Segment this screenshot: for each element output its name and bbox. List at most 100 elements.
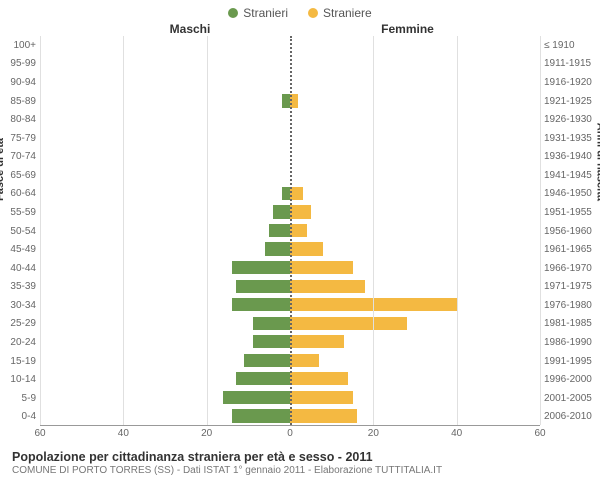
gridline [457, 36, 458, 425]
age-tick: 25-29 [0, 315, 40, 334]
birth-tick: 2006-2010 [540, 408, 600, 427]
legend-male-swatch [228, 8, 238, 18]
age-tick: 55-59 [0, 203, 40, 222]
header-female: Femmine [285, 22, 530, 36]
bar-male [253, 335, 291, 348]
age-tick: 60-64 [0, 185, 40, 204]
bar-male [232, 298, 290, 311]
birth-tick: 1911-1915 [540, 55, 600, 74]
column-headers: Maschi Femmine [0, 22, 600, 36]
age-tick: 75-79 [0, 129, 40, 148]
birth-tick: 1931-1935 [540, 129, 600, 148]
legend-female-swatch [308, 8, 318, 18]
age-tick: 0-4 [0, 408, 40, 427]
birth-tick: 1921-1925 [540, 92, 600, 111]
gridline [373, 36, 374, 425]
age-tick: 100+ [0, 36, 40, 55]
bar-female [290, 280, 365, 293]
age-tick: 90-94 [0, 73, 40, 92]
bar-male [265, 242, 290, 255]
yaxis-age: 100+95-9990-9485-8980-8475-7970-7465-696… [0, 36, 40, 426]
age-tick: 50-54 [0, 222, 40, 241]
legend-female: Straniere [308, 6, 372, 20]
birth-tick: 1956-1960 [540, 222, 600, 241]
bar-male [282, 187, 290, 200]
bar-male [269, 224, 290, 237]
gridline [123, 36, 124, 425]
birth-tick: 1936-1940 [540, 147, 600, 166]
yaxis-birth: ≤ 19101911-19151916-19201921-19251926-19… [540, 36, 600, 426]
age-tick: 15-19 [0, 352, 40, 371]
center-line [290, 36, 292, 425]
birth-tick: 1991-1995 [540, 352, 600, 371]
chart-footer: Popolazione per cittadinanza straniera p… [0, 444, 600, 476]
age-tick: 30-34 [0, 296, 40, 315]
age-tick: 5-9 [0, 389, 40, 408]
birth-tick: 1951-1955 [540, 203, 600, 222]
birth-tick: ≤ 1910 [540, 36, 600, 55]
birth-tick: 1926-1930 [540, 110, 600, 129]
x-tick: 20 [368, 428, 379, 439]
bar-female [290, 335, 344, 348]
age-tick: 20-24 [0, 333, 40, 352]
birth-tick: 1946-1950 [540, 185, 600, 204]
bar-female [290, 409, 357, 422]
bar-male [232, 261, 290, 274]
x-tick: 20 [201, 428, 212, 439]
bar-female [290, 317, 407, 330]
birth-tick: 1916-1920 [540, 73, 600, 92]
bar-female [290, 224, 307, 237]
birth-tick: 1986-1990 [540, 333, 600, 352]
x-tick: 0 [287, 428, 293, 439]
birth-tick: 1961-1965 [540, 240, 600, 259]
gridline [207, 36, 208, 425]
birth-tick: 1981-1985 [540, 315, 600, 334]
yaxis-title-right: Anni di nascita [594, 123, 600, 201]
xaxis: 6040200204060 [40, 426, 540, 444]
age-tick: 70-74 [0, 147, 40, 166]
bar-male [236, 372, 290, 385]
bar-male [273, 205, 290, 218]
legend-male-label: Stranieri [243, 6, 288, 20]
birth-tick: 1966-1970 [540, 259, 600, 278]
age-tick: 40-44 [0, 259, 40, 278]
bar-male [253, 317, 291, 330]
x-tick: 60 [534, 428, 545, 439]
header-male: Maschi [40, 22, 285, 36]
legend-female-label: Straniere [323, 6, 372, 20]
gridline [540, 36, 541, 425]
age-tick: 10-14 [0, 370, 40, 389]
bar-male [282, 94, 290, 107]
birth-tick: 1996-2000 [540, 370, 600, 389]
bar-female [290, 242, 323, 255]
birth-tick: 1971-1975 [540, 278, 600, 297]
age-tick: 95-99 [0, 55, 40, 74]
age-tick: 65-69 [0, 166, 40, 185]
legend-male: Stranieri [228, 6, 288, 20]
bar-female [290, 205, 311, 218]
bar-female [290, 354, 319, 367]
bar-male [223, 391, 290, 404]
bar-male [232, 409, 290, 422]
bar-male [236, 280, 290, 293]
age-tick: 85-89 [0, 92, 40, 111]
birth-tick: 1976-1980 [540, 296, 600, 315]
birth-tick: 1941-1945 [540, 166, 600, 185]
age-tick: 80-84 [0, 110, 40, 129]
age-tick: 45-49 [0, 240, 40, 259]
x-tick: 40 [451, 428, 462, 439]
x-tick: 60 [34, 428, 45, 439]
bar-male [244, 354, 290, 367]
chart-title: Popolazione per cittadinanza straniera p… [12, 450, 588, 464]
birth-tick: 2001-2005 [540, 389, 600, 408]
legend: Stranieri Straniere [0, 0, 600, 22]
yaxis-title-left: Fasce di età [0, 138, 6, 201]
chart-subtitle: COMUNE DI PORTO TORRES (SS) - Dati ISTAT… [12, 465, 588, 476]
gridline [40, 36, 41, 425]
age-tick: 35-39 [0, 278, 40, 297]
bar-female [290, 372, 348, 385]
bar-female [290, 391, 353, 404]
bar-female [290, 261, 353, 274]
x-tick: 40 [118, 428, 129, 439]
pyramid-plot [40, 36, 540, 426]
